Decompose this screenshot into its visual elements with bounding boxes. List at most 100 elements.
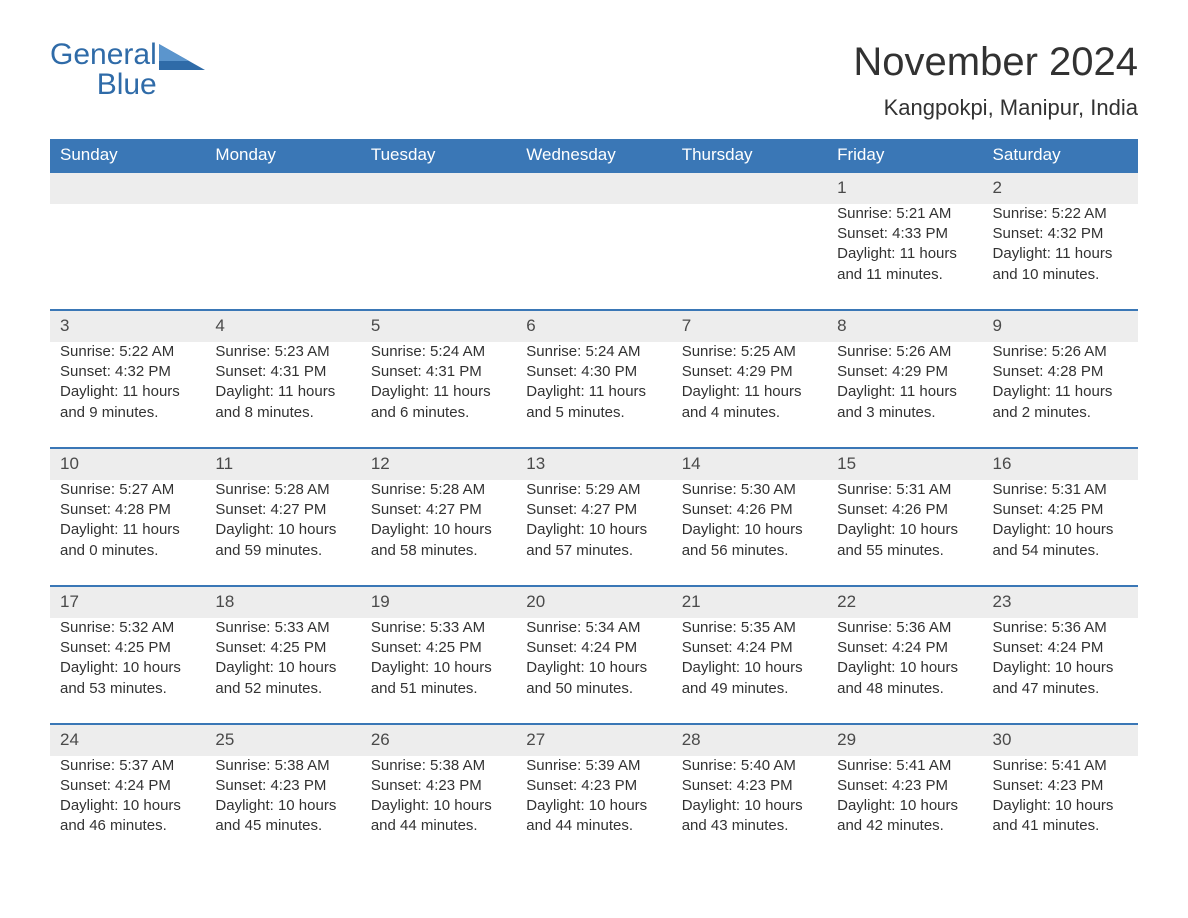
sunrise-text: Sunrise: 5:36 AM bbox=[837, 618, 972, 638]
day-number-cell: 30 bbox=[983, 724, 1138, 756]
sunset-text: Sunset: 4:29 PM bbox=[837, 362, 972, 382]
day-number: 4 bbox=[215, 316, 224, 335]
sunset-text: Sunset: 4:25 PM bbox=[60, 638, 195, 658]
sunset-text: Sunset: 4:26 PM bbox=[837, 500, 972, 520]
day-number: 15 bbox=[837, 454, 856, 473]
day-detail-cell bbox=[50, 204, 205, 310]
day-number: 5 bbox=[371, 316, 380, 335]
day-number-cell: 1 bbox=[827, 172, 982, 204]
sunrise-text: Sunrise: 5:28 AM bbox=[371, 480, 506, 500]
daylight-text: Daylight: 10 hours and 41 minutes. bbox=[993, 796, 1128, 837]
daylight-text: Daylight: 11 hours and 10 minutes. bbox=[993, 244, 1128, 285]
sunrise-text: Sunrise: 5:27 AM bbox=[60, 480, 195, 500]
daylight-text: Daylight: 11 hours and 6 minutes. bbox=[371, 382, 506, 423]
day-number-cell: 2 bbox=[983, 172, 1138, 204]
day-detail-cell: Sunrise: 5:23 AMSunset: 4:31 PMDaylight:… bbox=[205, 342, 360, 448]
sunset-text: Sunset: 4:28 PM bbox=[993, 362, 1128, 382]
sunset-text: Sunset: 4:28 PM bbox=[60, 500, 195, 520]
day-number: 2 bbox=[993, 178, 1002, 197]
weekday-sunday: Sunday bbox=[50, 139, 205, 172]
day-detail-cell: Sunrise: 5:21 AMSunset: 4:33 PMDaylight:… bbox=[827, 204, 982, 310]
day-number-cell: 15 bbox=[827, 448, 982, 480]
detail-row: Sunrise: 5:22 AMSunset: 4:32 PMDaylight:… bbox=[50, 342, 1138, 448]
day-number-cell: 22 bbox=[827, 586, 982, 618]
day-detail-cell: Sunrise: 5:28 AMSunset: 4:27 PMDaylight:… bbox=[205, 480, 360, 586]
day-detail-cell: Sunrise: 5:27 AMSunset: 4:28 PMDaylight:… bbox=[50, 480, 205, 586]
day-number: 26 bbox=[371, 730, 390, 749]
day-detail-cell: Sunrise: 5:41 AMSunset: 4:23 PMDaylight:… bbox=[983, 756, 1138, 861]
day-number: 3 bbox=[60, 316, 69, 335]
sunset-text: Sunset: 4:24 PM bbox=[526, 638, 661, 658]
day-number-cell: 8 bbox=[827, 310, 982, 342]
sunrise-text: Sunrise: 5:36 AM bbox=[993, 618, 1128, 638]
sunset-text: Sunset: 4:29 PM bbox=[682, 362, 817, 382]
page-title: November 2024 bbox=[853, 40, 1138, 85]
sunrise-text: Sunrise: 5:31 AM bbox=[993, 480, 1128, 500]
day-number: 10 bbox=[60, 454, 79, 473]
day-number-cell bbox=[50, 172, 205, 204]
day-number-cell: 5 bbox=[361, 310, 516, 342]
weekday-friday: Friday bbox=[827, 139, 982, 172]
day-number: 18 bbox=[215, 592, 234, 611]
day-number: 21 bbox=[682, 592, 701, 611]
daylight-text: Daylight: 10 hours and 51 minutes. bbox=[371, 658, 506, 699]
day-number: 1 bbox=[837, 178, 846, 197]
sunset-text: Sunset: 4:26 PM bbox=[682, 500, 817, 520]
day-number: 23 bbox=[993, 592, 1012, 611]
sunrise-text: Sunrise: 5:38 AM bbox=[215, 756, 350, 776]
sunset-text: Sunset: 4:30 PM bbox=[526, 362, 661, 382]
sunset-text: Sunset: 4:25 PM bbox=[215, 638, 350, 658]
day-number-cell: 18 bbox=[205, 586, 360, 618]
day-detail-cell: Sunrise: 5:32 AMSunset: 4:25 PMDaylight:… bbox=[50, 618, 205, 724]
daylight-text: Daylight: 10 hours and 56 minutes. bbox=[682, 520, 817, 561]
day-number-cell: 9 bbox=[983, 310, 1138, 342]
day-number: 19 bbox=[371, 592, 390, 611]
daynum-row: 3456789 bbox=[50, 310, 1138, 342]
day-number-cell: 26 bbox=[361, 724, 516, 756]
day-number-cell: 14 bbox=[672, 448, 827, 480]
weekday-wednesday: Wednesday bbox=[516, 139, 671, 172]
day-detail-cell: Sunrise: 5:36 AMSunset: 4:24 PMDaylight:… bbox=[983, 618, 1138, 724]
sunrise-text: Sunrise: 5:38 AM bbox=[371, 756, 506, 776]
sunset-text: Sunset: 4:32 PM bbox=[993, 224, 1128, 244]
daylight-text: Daylight: 11 hours and 3 minutes. bbox=[837, 382, 972, 423]
day-number-cell: 11 bbox=[205, 448, 360, 480]
header: General Blue November 2024 Kangpokpi, Ma… bbox=[50, 40, 1138, 121]
day-detail-cell: Sunrise: 5:30 AMSunset: 4:26 PMDaylight:… bbox=[672, 480, 827, 586]
day-number-cell bbox=[672, 172, 827, 204]
daynum-row: 10111213141516 bbox=[50, 448, 1138, 480]
day-number: 25 bbox=[215, 730, 234, 749]
day-number-cell: 7 bbox=[672, 310, 827, 342]
daylight-text: Daylight: 11 hours and 0 minutes. bbox=[60, 520, 195, 561]
day-detail-cell: Sunrise: 5:39 AMSunset: 4:23 PMDaylight:… bbox=[516, 756, 671, 861]
sunset-text: Sunset: 4:23 PM bbox=[526, 776, 661, 796]
day-number-cell: 17 bbox=[50, 586, 205, 618]
sunset-text: Sunset: 4:25 PM bbox=[993, 500, 1128, 520]
sunrise-text: Sunrise: 5:40 AM bbox=[682, 756, 817, 776]
day-detail-cell: Sunrise: 5:36 AMSunset: 4:24 PMDaylight:… bbox=[827, 618, 982, 724]
detail-row: Sunrise: 5:27 AMSunset: 4:28 PMDaylight:… bbox=[50, 480, 1138, 586]
day-detail-cell: Sunrise: 5:24 AMSunset: 4:31 PMDaylight:… bbox=[361, 342, 516, 448]
sunrise-text: Sunrise: 5:21 AM bbox=[837, 204, 972, 224]
day-number: 27 bbox=[526, 730, 545, 749]
weekday-header-row: Sunday Monday Tuesday Wednesday Thursday… bbox=[50, 139, 1138, 172]
daylight-text: Daylight: 10 hours and 45 minutes. bbox=[215, 796, 350, 837]
day-detail-cell: Sunrise: 5:35 AMSunset: 4:24 PMDaylight:… bbox=[672, 618, 827, 724]
sunset-text: Sunset: 4:27 PM bbox=[371, 500, 506, 520]
day-number: 17 bbox=[60, 592, 79, 611]
day-number-cell: 12 bbox=[361, 448, 516, 480]
day-number-cell: 10 bbox=[50, 448, 205, 480]
sunset-text: Sunset: 4:23 PM bbox=[371, 776, 506, 796]
day-number: 11 bbox=[215, 454, 233, 473]
daylight-text: Daylight: 10 hours and 42 minutes. bbox=[837, 796, 972, 837]
sunset-text: Sunset: 4:24 PM bbox=[993, 638, 1128, 658]
day-detail-cell: Sunrise: 5:33 AMSunset: 4:25 PMDaylight:… bbox=[361, 618, 516, 724]
daylight-text: Daylight: 10 hours and 52 minutes. bbox=[215, 658, 350, 699]
day-detail-cell bbox=[205, 204, 360, 310]
daylight-text: Daylight: 10 hours and 55 minutes. bbox=[837, 520, 972, 561]
day-number-cell: 3 bbox=[50, 310, 205, 342]
daylight-text: Daylight: 11 hours and 4 minutes. bbox=[682, 382, 817, 423]
calendar-table: Sunday Monday Tuesday Wednesday Thursday… bbox=[50, 139, 1138, 861]
logo-word2: Blue bbox=[50, 70, 157, 100]
sunrise-text: Sunrise: 5:26 AM bbox=[837, 342, 972, 362]
